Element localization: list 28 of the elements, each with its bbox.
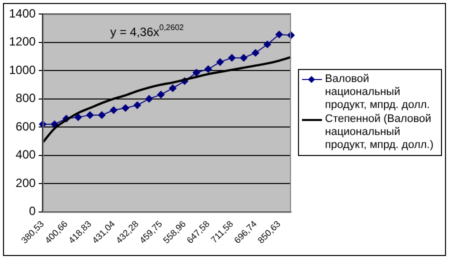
point [110, 106, 118, 114]
y-tick-label: 600 [16, 119, 36, 134]
point [145, 95, 153, 103]
point [275, 30, 283, 38]
point [86, 111, 94, 119]
point [216, 58, 224, 66]
y-tick-label: 200 [16, 176, 36, 190]
y-tick-label: 400 [16, 148, 36, 162]
point [240, 54, 248, 62]
y-tick-label: 0 [29, 204, 36, 218]
legend-label: Валовой национальный продукт, мпрд. долл. [325, 73, 431, 112]
y-tick-label: 1200 [8, 34, 36, 49]
point [204, 65, 212, 73]
point [192, 68, 200, 76]
point [264, 40, 272, 48]
legend-label: Степенной (Валовой национальный продукт, мпрд. долл.) [325, 113, 435, 152]
y-tick-label: 800 [16, 91, 36, 106]
point [252, 49, 260, 57]
point [157, 90, 165, 98]
point [134, 101, 141, 109]
point [228, 54, 236, 62]
y-tick-label: 1400 [8, 6, 36, 20]
point [98, 111, 106, 119]
point [74, 113, 82, 121]
point [50, 120, 58, 128]
point [169, 84, 176, 92]
y-tick-label: 1000 [8, 62, 36, 77]
point [122, 104, 130, 112]
